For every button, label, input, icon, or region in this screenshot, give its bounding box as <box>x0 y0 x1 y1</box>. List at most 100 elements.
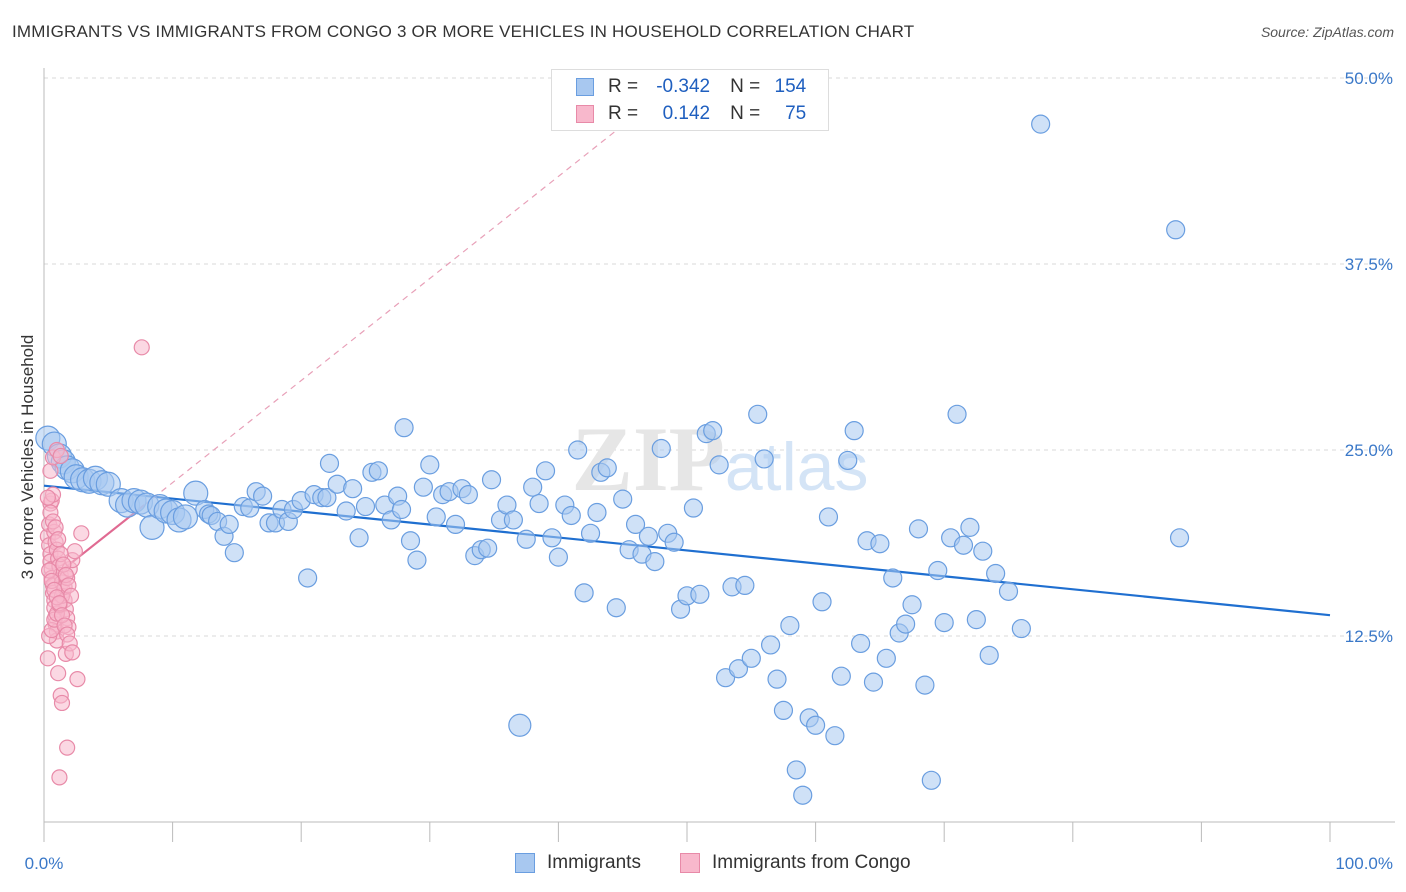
data-point <box>703 421 723 441</box>
data-point <box>786 760 806 780</box>
data-point <box>64 644 81 661</box>
series-immigrants <box>35 114 1190 805</box>
trend-lines <box>43 114 1331 617</box>
data-point <box>728 659 749 679</box>
data-point <box>413 477 433 497</box>
legend-r-label: R = <box>608 76 639 97</box>
bottom-legend-label-congo: Immigrants from Congo <box>712 852 911 873</box>
data-point <box>812 592 832 612</box>
legend-n-label: N = <box>730 76 761 97</box>
data-point <box>481 470 502 490</box>
data-point <box>59 739 76 756</box>
data-point <box>42 462 59 479</box>
data-point <box>587 502 607 523</box>
y-tick-label: 50.0% <box>1345 69 1393 88</box>
data-point <box>523 477 543 497</box>
legend-row-congo: R = 0.142 N = 75 <box>576 102 806 126</box>
bottom-legend-congo: Immigrants from Congo <box>680 852 911 874</box>
data-point <box>767 669 787 689</box>
legend-swatch-congo <box>576 105 594 123</box>
data-point <box>876 648 896 668</box>
data-point <box>1031 114 1051 134</box>
legend-row-immigrants: R = -0.342 N = 154 <box>576 75 806 99</box>
data-point <box>966 610 986 630</box>
legend-r-label: R = <box>608 103 639 124</box>
data-point <box>805 715 826 735</box>
data-point <box>298 568 318 588</box>
data-point <box>574 583 594 603</box>
data-point <box>368 461 388 481</box>
data-point <box>831 666 851 686</box>
data-point <box>902 595 922 615</box>
data-point <box>625 514 646 535</box>
data-point <box>773 700 794 721</box>
data-point <box>548 547 569 567</box>
data-point <box>998 581 1019 601</box>
data-point <box>69 671 86 688</box>
data-point <box>870 534 890 554</box>
data-point <box>426 507 446 527</box>
data-point <box>1011 618 1031 639</box>
data-point <box>863 672 884 692</box>
data-point <box>445 514 466 535</box>
data-point <box>394 418 414 438</box>
data-point <box>580 523 601 543</box>
data-point <box>844 421 864 441</box>
series-congo <box>39 339 150 786</box>
data-point <box>838 450 858 471</box>
data-point <box>645 551 665 572</box>
bottom-legend-immigrants: Immigrants <box>515 852 641 874</box>
data-point <box>851 633 871 654</box>
y-tick-label: 25.0% <box>1345 441 1393 460</box>
data-point <box>50 531 67 548</box>
data-point <box>638 526 659 546</box>
data-point <box>825 726 845 746</box>
watermark-zip: ZIP <box>571 408 724 510</box>
data-point <box>960 517 980 537</box>
data-point <box>224 543 244 563</box>
legend-n-value: 154 <box>774 76 807 97</box>
data-point <box>50 665 67 682</box>
data-point <box>568 440 588 460</box>
data-point <box>508 713 532 737</box>
data-point <box>606 598 626 618</box>
data-point <box>973 541 993 561</box>
data-point <box>947 404 967 424</box>
data-point <box>542 528 562 548</box>
data-point <box>51 769 68 786</box>
data-point <box>219 514 239 535</box>
data-point <box>979 645 999 665</box>
data-point <box>921 770 941 790</box>
data-point <box>690 584 710 604</box>
data-point <box>529 493 549 514</box>
data-point <box>741 648 761 668</box>
data-point <box>503 510 523 530</box>
data-point <box>391 499 412 520</box>
data-point <box>561 505 581 526</box>
data-point <box>760 635 781 655</box>
data-point <box>953 535 974 555</box>
legend-swatch-immigrants <box>576 78 594 96</box>
data-point <box>1166 220 1186 240</box>
data-point <box>478 538 498 558</box>
data-point <box>66 543 83 560</box>
data-point <box>183 480 209 506</box>
legend-r-value: -0.342 <box>656 76 711 97</box>
data-point <box>407 550 427 570</box>
data-point <box>735 575 755 596</box>
data-point <box>39 489 56 506</box>
data-point <box>748 404 768 424</box>
data-point <box>52 447 69 465</box>
bottom-legend-swatch-congo <box>680 853 700 873</box>
data-point <box>400 531 421 551</box>
x-tick-label: 100.0% <box>1335 854 1393 873</box>
data-point <box>420 455 440 475</box>
data-point <box>883 568 903 588</box>
source-label: Source: ZipAtlas.com <box>1260 24 1394 40</box>
data-point <box>240 498 260 518</box>
data-point <box>896 614 916 634</box>
data-point <box>754 449 774 469</box>
data-point <box>597 458 617 478</box>
data-point <box>915 675 935 695</box>
tick-labels: 12.5% 25.0% 37.5% 50.0% 0.0% 100.0% <box>25 69 1393 873</box>
